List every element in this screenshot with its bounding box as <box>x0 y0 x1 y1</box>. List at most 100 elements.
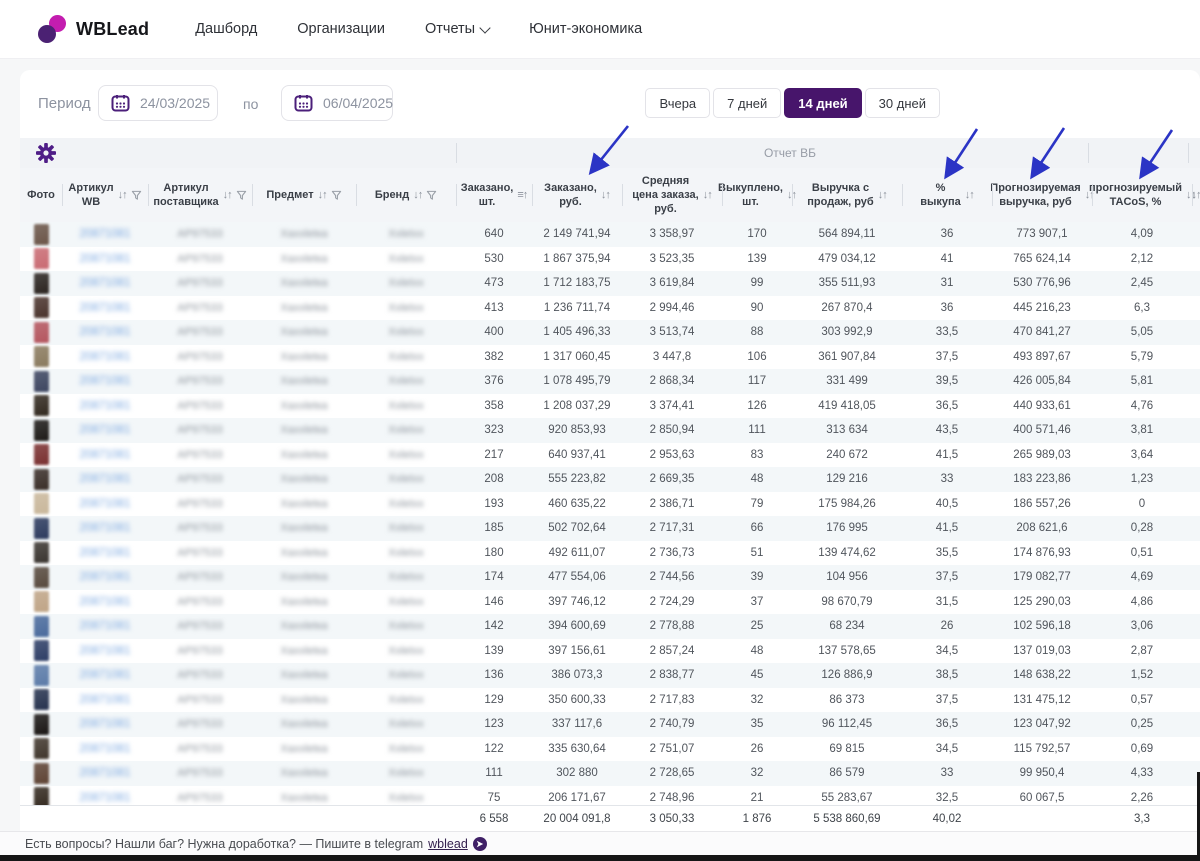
artikul-wb-link[interactable]: 20871081 <box>79 693 131 706</box>
sort-icon[interactable]: ↓↑ <box>117 189 128 201</box>
sort-icon[interactable]: ↓↑ <box>1185 189 1196 201</box>
telegram-icon[interactable] <box>472 836 487 851</box>
column-header-brand[interactable]: Бренд ↓↑ <box>356 168 456 222</box>
cell-buyout_pct: 36 <box>940 228 954 241</box>
filter-funnel-icon[interactable] <box>236 190 247 201</box>
cell-artikul-supplier: АР97533 <box>148 786 252 806</box>
sort-icon[interactable]: ↓↑ <box>1084 189 1095 201</box>
cell-ordered_rub: 386 073,3 <box>551 669 603 682</box>
column-header-forecast_tacos[interactable]: прогнозируемый TACoS, % ↓↑ <box>1089 168 1196 222</box>
artikul-wb-link[interactable]: 20871081 <box>79 277 131 290</box>
artikul-wb-link[interactable]: 20871081 <box>79 424 131 437</box>
artikul-wb-link[interactable]: 20871081 <box>79 522 131 535</box>
artikul-wb-link[interactable]: 20871081 <box>79 350 131 363</box>
artikul-wb-link[interactable]: 20871081 <box>79 571 131 584</box>
nav-dashboard[interactable]: Дашборд <box>195 21 258 37</box>
sort-icon[interactable]: ↓↑ <box>702 189 713 201</box>
artikul-wb-link[interactable]: 20871081 <box>79 767 131 780</box>
table-row: 20871081 АР97533 Хаххletка Ххletхх 111 302 88… <box>20 761 1200 786</box>
column-header-buyout_pct[interactable]: % выкупа ↓↑ <box>902 168 992 222</box>
sort-active-icon[interactable]: ≡↑ <box>517 189 528 201</box>
telegram-link[interactable]: wblead <box>428 836 468 851</box>
cell-ordered_qty: 180 <box>484 546 504 559</box>
filter-funnel-icon[interactable] <box>331 190 342 201</box>
artikul-wb-link[interactable]: 20871081 <box>79 497 131 510</box>
cell-artikul-supplier-text: АР97533 <box>177 301 223 314</box>
sort-icon[interactable]: ↓↑ <box>1191 189 1200 201</box>
cell-photo <box>20 516 62 541</box>
gear-icon[interactable] <box>36 143 56 163</box>
app-logo[interactable]: WBLead <box>38 15 149 43</box>
column-header-ordered_qty[interactable]: Заказано, шт. ≡↑ <box>456 168 532 222</box>
column-header-supplier[interactable]: Артикул поставщика ↓↑ <box>148 168 252 222</box>
cell-predmet: Хаххletка <box>252 222 356 247</box>
cell-predmet-text: Хаххletка <box>280 473 328 486</box>
cell-brand: Ххletхх <box>356 247 456 272</box>
column-header-clipped[interactable]: ↓↑ <box>1192 168 1200 222</box>
cell-sales_rub: 564 894,11 <box>818 228 876 241</box>
artikul-wb-link[interactable]: 20871081 <box>79 399 131 412</box>
column-header-wb[interactable]: Артикул WB ↓↑ <box>62 168 148 222</box>
cell-predmet: Хаххletка <box>252 271 356 296</box>
artikul-wb-link[interactable]: 20871081 <box>79 669 131 682</box>
cell-brand-text: Ххletхх <box>388 350 424 363</box>
artikul-wb-link[interactable]: 20871081 <box>79 375 131 388</box>
cell-artikul-supplier-text: АР97533 <box>177 546 223 559</box>
cell-photo <box>20 541 62 566</box>
artikul-wb-link[interactable]: 20871081 <box>79 252 131 265</box>
artikul-wb-link[interactable]: 20871081 <box>79 546 131 559</box>
cell-forecast_tacos: 5,79 <box>1130 350 1154 363</box>
column-header-item[interactable]: Предмет ↓↑ <box>252 168 356 222</box>
column-header-bought_qty[interactable]: Выкуплено, шт. ↓↑ <box>718 168 797 222</box>
artikul-wb-link[interactable]: 20871081 <box>79 326 131 339</box>
column-header-ordered_rub[interactable]: Заказано, руб. ↓↑ <box>532 168 622 222</box>
column-header-avg_price[interactable]: Средняя цена заказа, руб. ↓↑ <box>622 168 722 222</box>
artikul-wb-link[interactable]: 20871081 <box>79 301 131 314</box>
cell-ordered_rub: 477 554,06 <box>548 571 606 584</box>
cell-artikul-wb: 20871081 <box>62 541 148 566</box>
cell-ordered_rub: 350 600,33 <box>548 693 606 706</box>
artikul-wb-link[interactable]: 20871081 <box>79 644 131 657</box>
range-7days-button[interactable]: 7 дней <box>713 88 782 118</box>
range-yesterday-button[interactable]: Вчера <box>645 88 711 118</box>
cell-artikul-supplier: АР97533 <box>148 761 252 786</box>
product-photo <box>33 542 49 564</box>
table-row: 20871081 АР97533 Хаххletка Ххletхх 174 477 55… <box>20 565 1200 590</box>
artikul-wb-link[interactable]: 20871081 <box>79 473 131 486</box>
artikul-wb-link[interactable]: 20871081 <box>79 791 131 804</box>
artikul-wb-link[interactable]: 20871081 <box>79 718 131 731</box>
range-30days-button[interactable]: 30 дней <box>864 88 940 118</box>
column-header-forecast_rub[interactable]: Прогнозируемая выручка, руб ↓↑ <box>990 168 1095 222</box>
sort-icon[interactable]: ↓↑ <box>222 189 233 201</box>
date-to-input[interactable]: 06/04/2025 <box>281 85 393 121</box>
sort-icon[interactable]: ↓↑ <box>317 189 328 201</box>
sort-icon[interactable]: ↓↑ <box>877 189 888 201</box>
artikul-wb-link[interactable]: 20871081 <box>79 228 131 241</box>
nav-reports[interactable]: Отчеты <box>425 21 491 37</box>
cell-ordered_rub: 1 712 183,75 <box>543 277 611 290</box>
artikul-wb-link[interactable]: 20871081 <box>79 595 131 608</box>
cell-brand-text: Ххletхх <box>388 767 424 780</box>
filter-funnel-icon[interactable] <box>131 190 142 201</box>
range-14days-button[interactable]: 14 дней <box>784 88 862 118</box>
cell-ordered_qty: 123 <box>484 718 504 731</box>
date-from-input[interactable]: 24/03/2025 <box>98 85 218 121</box>
artikul-wb-link[interactable]: 20871081 <box>79 448 131 461</box>
product-photo <box>33 395 49 417</box>
cell-artikul-supplier: АР97533 <box>148 737 252 762</box>
nav-organizations[interactable]: Организации <box>297 21 385 37</box>
total-avg_price: 3 050,33 <box>649 813 695 825</box>
cell-bought_qty: 45 <box>750 669 764 682</box>
column-header-sales_rub[interactable]: Выручка с продаж, руб ↓↑ <box>792 168 902 222</box>
sort-icon[interactable]: ↓↑ <box>600 189 611 201</box>
artikul-wb-link[interactable]: 20871081 <box>79 742 131 755</box>
cell-photo <box>20 737 62 762</box>
cell-brand-text: Ххletхх <box>388 791 424 804</box>
filter-funnel-icon[interactable] <box>426 190 437 201</box>
sort-icon[interactable]: ↓↑ <box>413 189 423 201</box>
cell-artikul-supplier: АР97533 <box>148 663 252 688</box>
sort-icon[interactable]: ↓↑ <box>964 189 975 201</box>
nav-unit-economics[interactable]: Юнит-экономика <box>529 21 643 37</box>
artikul-wb-link[interactable]: 20871081 <box>79 620 131 633</box>
table-row: 20871081 АР97533 Хаххletка Ххletхх 129 350 60… <box>20 687 1200 712</box>
